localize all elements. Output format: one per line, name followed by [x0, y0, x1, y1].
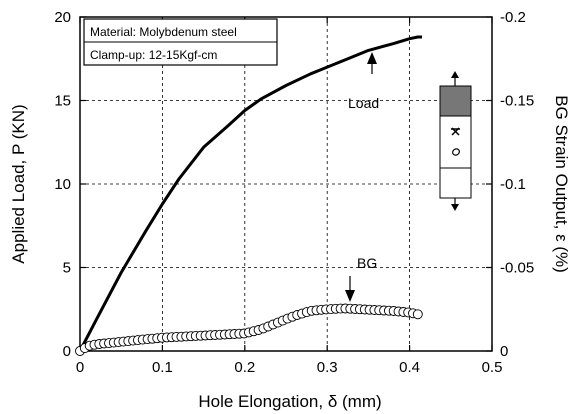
- y2-tick-label: -0.1: [500, 176, 526, 193]
- x-tick-label: 0.1: [152, 359, 173, 376]
- legend-entry-material: Material: Molybdenum steel: [90, 25, 237, 39]
- x-axis-title: Hole Elongation, δ (mm): [198, 392, 381, 411]
- load-series-line: [78, 35, 422, 352]
- y-tick-label: 10: [54, 176, 71, 193]
- y2-tick-label: 0: [500, 343, 508, 360]
- bg-point: [412, 309, 423, 320]
- grid: [80, 17, 492, 351]
- x-tick-label: 0.5: [482, 359, 503, 376]
- y-axis-title: Applied Load, P (KN): [9, 104, 28, 263]
- y-tick-label: 20: [54, 9, 71, 26]
- specimen-body: [439, 115, 472, 169]
- annotation-bg-arrow-head: [345, 290, 355, 302]
- y-tick-label: 0: [63, 343, 71, 360]
- y-tick-label: 5: [63, 260, 71, 277]
- down-arrow-head-icon: [451, 204, 459, 211]
- x-tick-label: 0.3: [317, 359, 338, 376]
- annotation-load-label: Load: [348, 95, 379, 111]
- y2-tick-label: -0.05: [500, 260, 534, 277]
- annotation-load-arrow-head: [367, 52, 377, 64]
- annotation-load: Load: [348, 52, 379, 111]
- x-tick-label: 0.4: [399, 359, 420, 376]
- x-tick-label: 0: [76, 359, 84, 376]
- series-load: [78, 35, 422, 352]
- hole-circle-icon: [452, 148, 460, 156]
- y2-tick-label: -0.2: [500, 9, 526, 26]
- y2-axis-title: BG Strain Output, ε (%): [552, 95, 568, 273]
- specimen-top-grip: [439, 85, 472, 117]
- annotation-bg-label: BG: [357, 255, 377, 271]
- specimen-inset: [439, 71, 472, 211]
- legend-box: Material: Molybdenum steel Clamp-up: 12-…: [83, 18, 278, 66]
- legend-entry-clamp: Clamp-up: 12-15Kgf-cm: [90, 48, 217, 62]
- tick-labels: 0 0.1 0.2 0.3 0.4 0.5051015200-0.05-0.1-0.15-…: [54, 9, 534, 376]
- x-tick-label: 0.2: [234, 359, 255, 376]
- y-tick-label: 15: [54, 93, 71, 110]
- up-arrow-head-icon: [451, 71, 459, 78]
- y2-tick-label: -0.15: [500, 93, 534, 110]
- annotation-bg: BG: [345, 255, 377, 302]
- specimen-bottom-grip: [439, 167, 472, 199]
- gauge-icon: [451, 127, 460, 136]
- series-bg: [75, 303, 423, 356]
